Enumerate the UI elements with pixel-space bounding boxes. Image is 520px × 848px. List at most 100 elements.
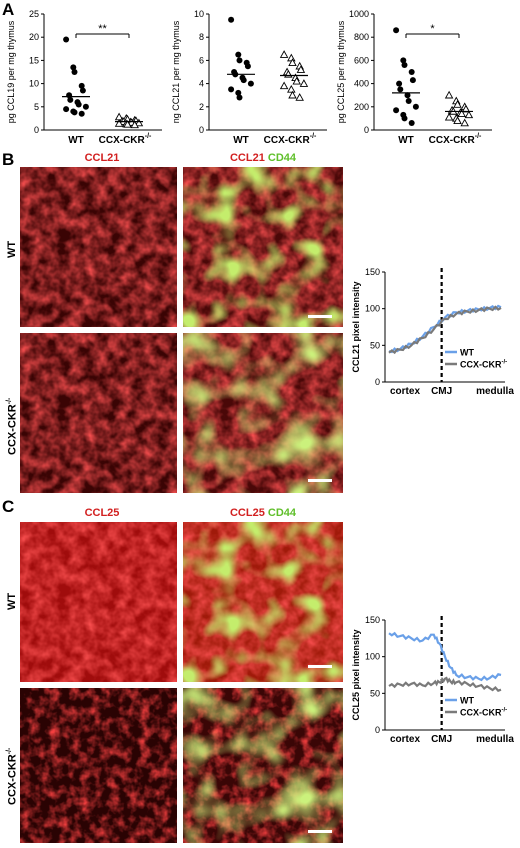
y-tick-label: 100 [365,304,380,314]
ccl21-scatter-chart: 0 2 4 6 8 10 ng CCL21 per mg thymus WT CCX-CKR-/… [171,9,327,146]
c-col1-label: CCL25 [84,507,120,519]
y-tick-label: 2 [199,102,204,112]
legend-label-ko: CCX-CKR-/- [460,360,507,370]
data-point-wt [404,92,411,99]
significance-label: * [430,23,435,35]
y-tick-label: 0 [34,125,39,135]
b-col2-label: CCL21 CD44 [183,152,343,164]
c-col2-green-label: CD44 [267,507,297,519]
data-point-ko [123,120,132,128]
x-label-medulla: medulla [476,386,514,397]
b-row2-label-sup: -/- [6,397,13,405]
y-tick-label: 600 [354,55,369,65]
x-label-cmj: CMJ [431,734,452,745]
c-row2-label: CCX-CKR-/- [6,748,19,805]
profile-line-ko [388,305,502,355]
x-label-cortex: cortex [390,386,420,397]
b-col1-label: CCL21 [84,152,120,164]
c-row2-label-sup: -/- [6,747,13,755]
b-col2-red-label: CCL21 [229,152,265,164]
y-tick-label: 20 [29,32,39,42]
y-tick-label: 10 [194,9,204,19]
x-label-wt: WT [398,135,414,146]
data-point-wt [63,106,70,113]
c-ko-ccl25-micrograph [20,688,177,843]
c-row1-label: WT [6,592,18,610]
y-tick-label: 5 [34,102,39,112]
data-point-ko [464,110,474,119]
data-point-wt [75,101,82,108]
b-ko-merge-micrograph [183,333,343,493]
data-point-wt [396,80,403,87]
b-ko-ccl21-micrograph [20,333,177,493]
y-tick-label: 50 [370,688,380,698]
profile-line-ko [388,676,502,692]
y-tick-label: 0 [199,125,204,135]
data-point-wt [63,36,70,43]
data-point-wt [405,98,412,104]
y-axis-label: pg CCL25 per mg thymus [336,20,346,123]
b-wt-scale-bar [308,315,332,318]
y-tick-label: 6 [199,55,204,65]
data-point-wt [78,110,85,117]
data-point-wt [244,63,251,70]
data-point-ko [288,90,297,99]
data-point-ko [444,112,454,121]
data-point-ko [287,53,296,62]
panel-letter-c: C [2,497,15,516]
x-label-wt: WT [233,135,249,146]
y-tick-label: 0 [375,377,380,387]
x-label-ko: CCX-CKR-/- [264,133,317,146]
y-axis-label: CCL25 pixel intensity [351,629,361,720]
c-ko-merge-micrograph [183,688,343,843]
data-point-wt [401,62,408,69]
b-row2-label: CCX-CKR-/- [6,398,19,455]
data-point-ko [134,118,144,127]
y-tick-label: 100 [365,652,380,662]
c-col2-label: CCL25 CD44 [183,507,343,519]
y-tick-label: 200 [354,102,369,112]
data-point-wt [401,115,408,122]
data-point-wt [78,82,85,89]
data-point-wt [247,80,254,87]
data-point-ko [453,116,462,124]
b-row2-label-main: CCX-CKR [6,404,19,455]
data-point-wt [228,86,235,93]
x-label-medulla: medulla [476,734,514,745]
y-axis-label: CCL21 pixel intensity [351,281,361,372]
ccl25-profile-chart: 0 50 100 150 CCL25 pixel intensity cortex CMJ m… [351,615,514,745]
data-point-wt [397,86,404,93]
c-col2-red-label: CCL25 [229,507,265,519]
data-point-wt [412,103,419,110]
data-point-wt [71,109,78,116]
panel-letter-b: B [2,150,15,169]
data-point-wt [67,96,74,103]
data-point-wt [393,107,400,114]
data-point-wt [70,64,77,71]
panel-letter-a: A [2,0,15,19]
data-point-wt [240,77,247,84]
y-tick-label: 400 [354,79,369,89]
data-point-ko [114,119,124,127]
data-point-ko [453,100,462,108]
data-point-wt [409,77,416,84]
data-point-wt [71,69,78,75]
profile-line-wt [388,631,502,682]
data-point-ko [287,84,296,93]
y-tick-label: 150 [365,267,380,277]
b-col2-green-label: CD44 [267,152,297,164]
data-point-wt [400,57,407,64]
y-tick-label: 25 [29,9,39,19]
significance-label: ** [98,23,107,35]
legend-label-wt: WT [460,696,474,706]
y-axis-label: pg CCL19 per mg thymus [6,20,16,123]
c-wt-ccl25-micrograph [20,522,177,682]
x-label-wt: WT [68,135,84,146]
data-point-ko [296,65,306,73]
data-point-ko [299,79,309,87]
data-point-ko [460,118,469,127]
b-row1-label: WT [6,240,18,258]
b-wt-merge-micrograph [183,167,343,327]
data-point-wt [408,120,415,127]
